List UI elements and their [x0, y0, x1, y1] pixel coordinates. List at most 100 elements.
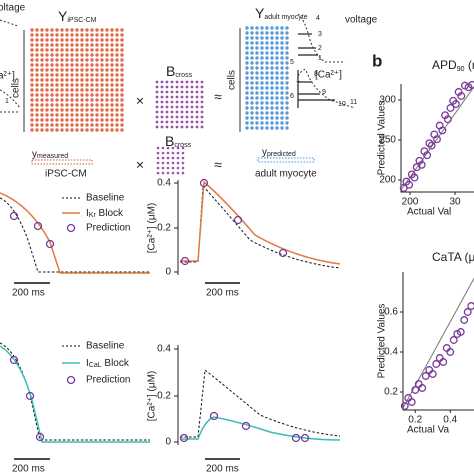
- vector-label-sub: measured: [37, 153, 68, 160]
- matrix-dot: [176, 171, 180, 175]
- matrix-dot: [105, 53, 109, 57]
- matrix-dot: [120, 93, 124, 97]
- matrix-dot: [250, 91, 254, 95]
- matrix-dot: [265, 46, 269, 50]
- scale-label: 200 ms: [206, 288, 239, 299]
- prediction-markers: [180, 178, 288, 266]
- matrix-dot: [285, 116, 289, 120]
- matrix-dot: [190, 80, 194, 84]
- y-tick-label: 0.4: [384, 347, 398, 358]
- matrix-dot: [30, 63, 34, 67]
- matrix-dot: [90, 38, 94, 42]
- matrix-dot: [105, 118, 109, 122]
- matrix-dot: [85, 103, 89, 107]
- matrix-dot: [65, 48, 69, 52]
- matrix-dot: [70, 123, 74, 127]
- x-tick-label: 0.4: [443, 415, 457, 426]
- legend-swatch: [66, 223, 76, 233]
- matrix-dot: [85, 128, 89, 132]
- matrix-dot: [85, 48, 89, 52]
- matrix-dot: [275, 81, 279, 85]
- feature-number: 9: [322, 89, 326, 96]
- matrix-dot: [105, 28, 109, 32]
- matrix-dot: [40, 103, 44, 107]
- matrix-dot: [180, 100, 184, 104]
- matrix-dot: [285, 61, 289, 65]
- matrix-dot: [160, 100, 164, 104]
- matrix-dot: [90, 43, 94, 47]
- matrix-dot: [280, 31, 284, 35]
- matrix-dot: [30, 128, 34, 132]
- matrix-dot: [245, 56, 249, 60]
- matrix-dot: [245, 106, 249, 110]
- matrix-dot: [105, 113, 109, 117]
- matrix-dot: [120, 123, 124, 127]
- matrix-dot: [50, 118, 54, 122]
- matrix-dot: [90, 28, 94, 32]
- operator: ≈: [214, 157, 222, 173]
- matrix-dot: [80, 88, 84, 92]
- matrix-dot: [165, 110, 169, 114]
- matrix-dot: [105, 83, 109, 87]
- matrix-dot: [45, 78, 49, 82]
- matrix-dot: [55, 68, 59, 72]
- matrix-dot: [270, 106, 274, 110]
- matrix-dot: [115, 58, 119, 62]
- matrix-dot: [250, 81, 254, 85]
- matrix-dot: [120, 33, 124, 37]
- matrix-dot: [45, 118, 49, 122]
- scatter-point: [457, 92, 466, 100]
- matrix-dot: [155, 110, 159, 114]
- matrix-dot: [250, 101, 254, 105]
- matrix-dot: [115, 38, 119, 42]
- legend-label: ICaL Block: [86, 358, 130, 369]
- matrix-dot: [80, 43, 84, 47]
- matrix-dot: [170, 95, 174, 99]
- matrix-dot: [50, 53, 54, 57]
- matrix-dot: [75, 103, 79, 107]
- matrix-dot: [120, 108, 124, 112]
- vector-caption: adult myocyte: [255, 169, 317, 180]
- matrix-dot: [170, 110, 174, 114]
- matrix-dot: [70, 83, 74, 87]
- vector-label-main: y: [262, 147, 267, 158]
- vector-measured: [31, 159, 93, 165]
- legend-main: I: [86, 358, 89, 369]
- matrix-dot: [70, 98, 74, 102]
- legend-swatch: [66, 375, 76, 385]
- matrix-dot: [285, 86, 289, 90]
- matrix-dot: [170, 85, 174, 89]
- matrix-dot: [275, 91, 279, 95]
- matrix-dot: [165, 100, 169, 104]
- matrix-dot: [270, 91, 274, 95]
- dot-matrix: [156, 146, 185, 175]
- scatter-point: [446, 348, 455, 356]
- matrix-dot: [260, 106, 264, 110]
- voltage-sketch: [297, 13, 345, 63]
- matrix-dot: [250, 121, 254, 125]
- y-axis-label: [Ca²⁺] (μM): [147, 371, 158, 421]
- fit-line: [400, 85, 474, 191]
- matrix-dot: [280, 121, 284, 125]
- y-tick-label: 0.2: [384, 387, 398, 398]
- legend-main: I: [86, 208, 89, 219]
- matrix-dot: [70, 68, 74, 72]
- matrix-dot: [176, 156, 180, 160]
- matrix-dot: [166, 161, 170, 165]
- axes: [402, 272, 474, 411]
- matrix-dot: [260, 26, 264, 30]
- matrix-dot: [115, 28, 119, 32]
- matrix-dot: [35, 43, 39, 47]
- matrix-dot: [255, 76, 259, 80]
- matrix-dot: [85, 68, 89, 72]
- matrix-dot: [110, 38, 114, 42]
- matrix-dot: [80, 33, 84, 37]
- matrix-dot: [166, 166, 170, 170]
- matrix-dot: [100, 33, 104, 37]
- matrix-dot: [255, 106, 259, 110]
- matrix-dot: [45, 68, 49, 72]
- matrix-dot: [161, 166, 165, 170]
- legend-label: Baseline: [86, 341, 125, 352]
- matrix-label-sub: cross: [175, 72, 192, 79]
- matrix-dot: [176, 166, 180, 170]
